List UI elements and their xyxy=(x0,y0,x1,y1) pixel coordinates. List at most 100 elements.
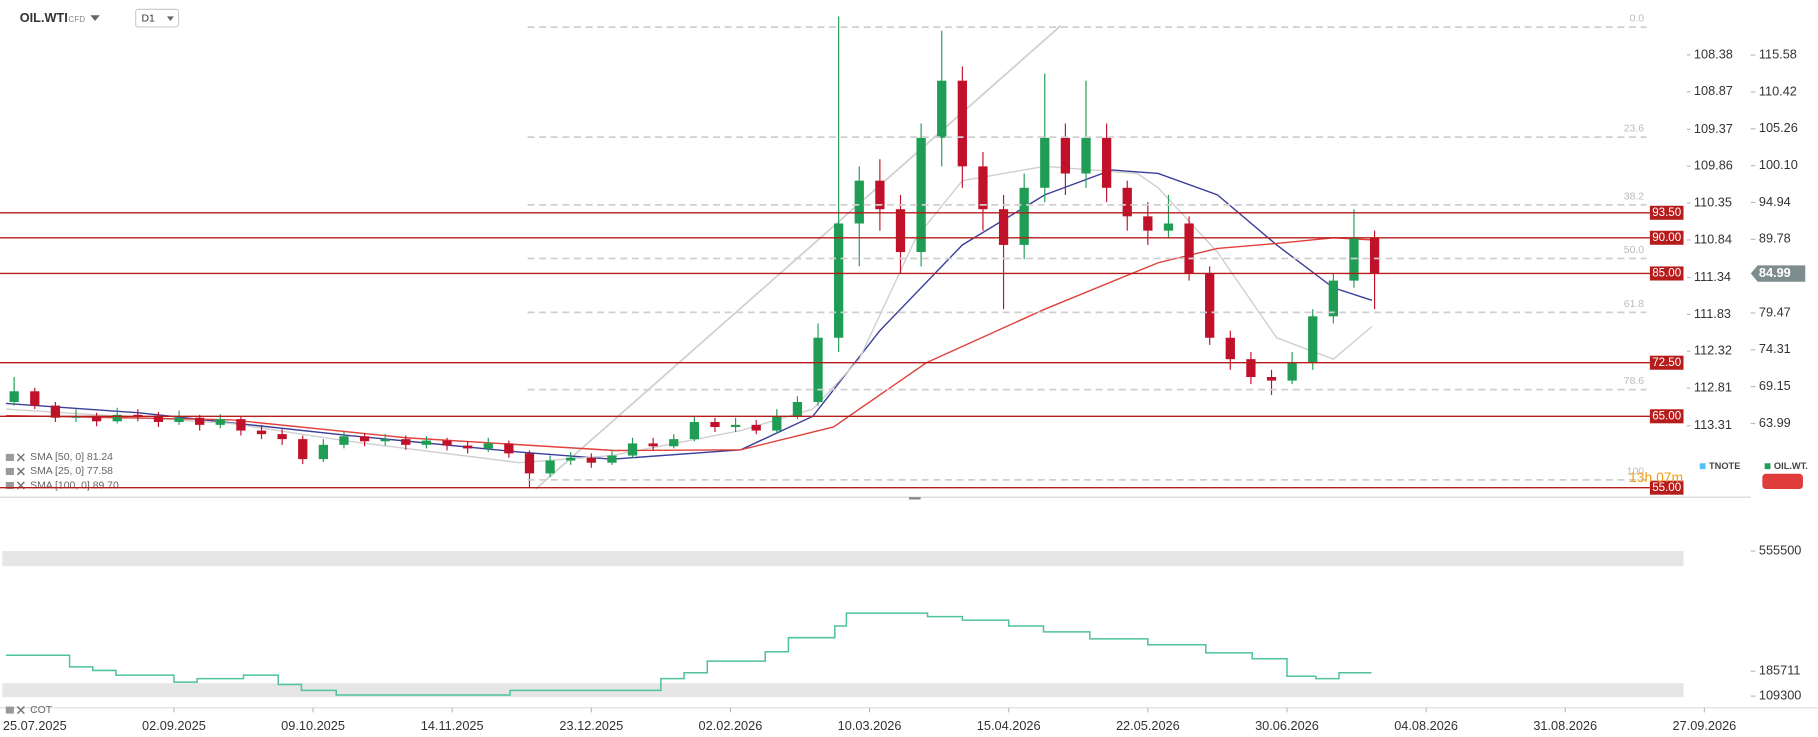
candle-body xyxy=(1308,316,1318,363)
candle-body xyxy=(1143,216,1153,231)
sma-legend-label[interactable]: SMA [50, 0] 81.24 xyxy=(30,452,113,463)
candle-body xyxy=(586,457,596,463)
fib-label: 78.6 xyxy=(1624,376,1644,387)
candle-body xyxy=(772,416,782,431)
candle-body xyxy=(9,391,19,403)
y2-tick-label: 111.83 xyxy=(1694,306,1731,321)
cot-legend-label: COT xyxy=(30,705,53,716)
sma-line xyxy=(5,169,1373,460)
candle-body xyxy=(504,443,514,454)
candle-body xyxy=(174,417,184,422)
y2-tick-label: 113.31 xyxy=(1694,417,1732,432)
sma-legend-label[interactable]: SMA [100, 0] 89.70 xyxy=(30,480,119,491)
candle-body xyxy=(648,443,658,447)
candle-body xyxy=(256,430,267,435)
candle-body xyxy=(937,80,947,138)
timeframe[interactable]: D1 xyxy=(141,13,154,24)
candle-body xyxy=(1101,137,1112,188)
candle-body xyxy=(669,439,679,447)
timeframe-dropdown[interactable] xyxy=(166,16,174,22)
candle-body xyxy=(277,434,287,440)
y-tick-label: 94.94 xyxy=(1759,194,1791,209)
x-tick-label: 02.02.2026 xyxy=(699,718,763,733)
level-box xyxy=(1649,409,1684,424)
symbol-tag: CFD xyxy=(68,15,85,24)
candle-body xyxy=(895,209,906,253)
candle-body xyxy=(1060,137,1071,174)
y2-tick-label: 110.35 xyxy=(1694,194,1732,209)
candle-body xyxy=(792,402,803,417)
candle-body xyxy=(978,166,988,210)
y2-tick-label: 108.87 xyxy=(1694,83,1733,98)
x-tick-label: 15.04.2026 xyxy=(977,718,1041,733)
candle-body xyxy=(483,443,493,449)
fib-label: 100 xyxy=(1627,466,1645,477)
candle-body xyxy=(1184,223,1194,274)
candle-body xyxy=(875,180,885,210)
candle-body xyxy=(751,424,761,431)
candle-body xyxy=(112,414,122,422)
candle-body xyxy=(1246,359,1256,378)
candle-body xyxy=(442,440,452,446)
candle-body xyxy=(339,436,349,445)
candle-body xyxy=(854,180,864,224)
y2-tick-label: 111.34 xyxy=(1694,269,1731,284)
y2-tick-label: 112.81 xyxy=(1694,379,1732,394)
fib-label: 23.6 xyxy=(1624,124,1644,135)
sma-legend-remove xyxy=(16,453,25,462)
candle-body xyxy=(359,436,370,442)
candle-body xyxy=(30,391,40,406)
level-box xyxy=(1649,266,1684,281)
symbol[interactable]: OIL.WTI xyxy=(20,10,68,25)
legend-label[interactable]: OIL.WT. xyxy=(1774,461,1808,471)
level-box xyxy=(1649,230,1684,245)
candle-body xyxy=(1081,137,1091,174)
candle-body xyxy=(133,414,143,417)
y-tick-label: 100.10 xyxy=(1759,157,1798,172)
cot-band xyxy=(2,550,1684,567)
candle-body xyxy=(607,455,617,463)
y-tick-label: 105.26 xyxy=(1759,120,1798,135)
sma-legend-icon xyxy=(5,481,14,489)
y-tick-label: 555500 xyxy=(1759,542,1802,557)
x-tick-label: 25.07.2025 xyxy=(3,718,67,733)
legend-label[interactable]: TNOTE xyxy=(1709,461,1740,471)
x-tick-label: 27.09.2026 xyxy=(1672,718,1736,733)
candle-body xyxy=(1287,362,1297,381)
candle-body xyxy=(957,80,967,167)
fib-label: 0.0 xyxy=(1630,14,1645,25)
candle-body xyxy=(1328,280,1338,317)
cot-legend-remove xyxy=(16,706,25,715)
symbol-dropdown[interactable] xyxy=(90,15,100,22)
candle-body xyxy=(1205,273,1215,338)
x-tick-label: 31.08.2026 xyxy=(1533,718,1597,733)
candle-body xyxy=(998,209,1009,245)
candle-body xyxy=(524,453,535,474)
candle-body xyxy=(1369,237,1380,274)
candle-body xyxy=(71,416,81,418)
timeframe-box[interactable] xyxy=(135,8,180,28)
candle-body xyxy=(1122,187,1132,217)
y2-tick-label: 112.32 xyxy=(1694,343,1732,358)
legend-button[interactable] xyxy=(1762,473,1803,489)
candle-body xyxy=(1163,223,1174,231)
candle-body xyxy=(421,440,432,445)
candle-body xyxy=(1266,377,1277,381)
candle-body xyxy=(298,439,308,460)
candle-body xyxy=(318,444,328,460)
sma-legend-label[interactable]: SMA [25, 0] 77.58 xyxy=(30,466,113,477)
fib-label: 38.2 xyxy=(1624,191,1644,202)
x-tick-label: 30.06.2026 xyxy=(1255,718,1319,733)
candle-body xyxy=(91,416,102,422)
y2-tick-label: 110.84 xyxy=(1694,231,1732,246)
candle-body xyxy=(50,405,61,418)
candle-body xyxy=(463,445,473,449)
candle-body xyxy=(916,137,926,253)
x-tick-label: 14.11.2025 xyxy=(421,718,484,733)
candle-body xyxy=(689,421,700,440)
y-tick-label: 185711 xyxy=(1759,663,1801,678)
plot-area xyxy=(5,16,1380,490)
legend-swatch xyxy=(1764,463,1771,470)
